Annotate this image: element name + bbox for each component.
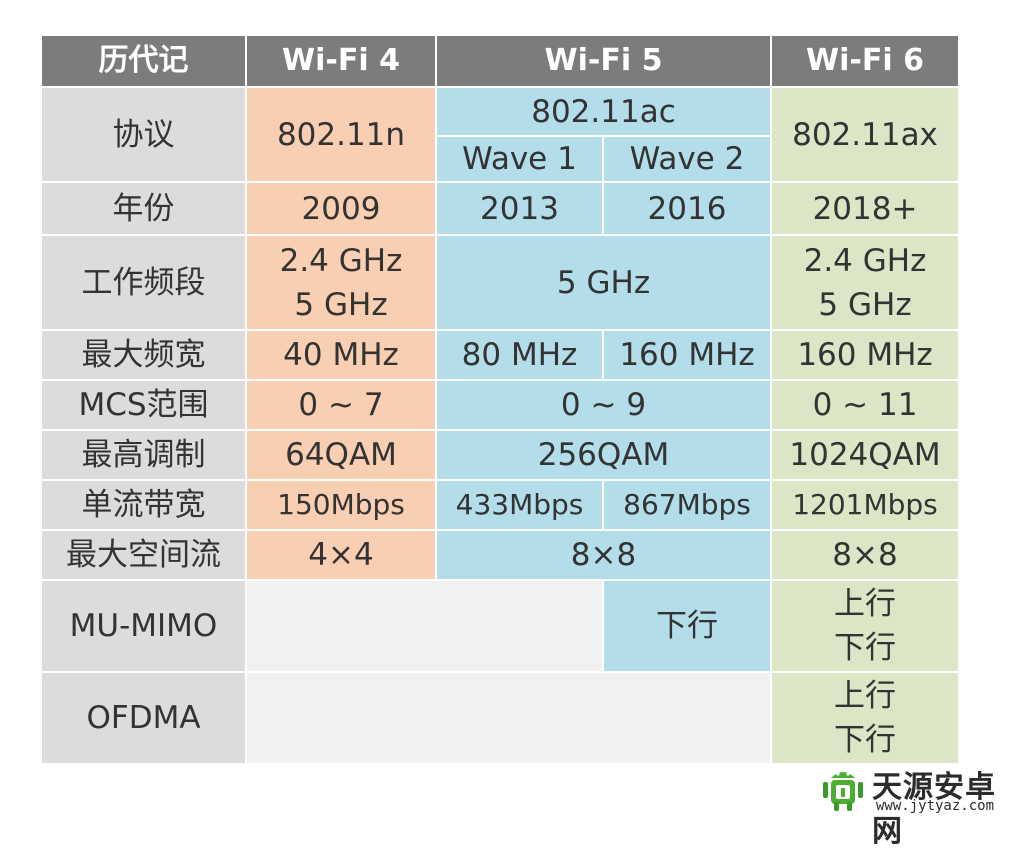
cell-wifi6-single-stream: 1201Mbps <box>772 481 958 529</box>
cell-mu-mimo-empty <box>247 581 602 671</box>
cell-wifi6-mu-mimo: 上行 下行 <box>772 581 958 671</box>
cell-wifi5-protocol: 802.11ac <box>437 88 770 135</box>
header-wifi4: Wi-Fi 4 <box>247 36 435 86</box>
cell-wifi6-ofdma-line1: 上行 <box>834 678 896 714</box>
cell-wave1-max-bw: 80 MHz <box>437 331 602 379</box>
cell-ofdma-empty <box>247 673 770 763</box>
cell-wifi4-max-bw: 40 MHz <box>247 331 435 379</box>
table-row-protocol: 协议 802.11n 802.11ac 802.11ax <box>42 88 958 181</box>
header-row: 历代记 Wi-Fi 4 Wi-Fi 5 Wi-Fi 6 <box>42 36 958 86</box>
cell-wifi4-year: 2009 <box>247 183 435 234</box>
row-label-mcs: MCS范围 <box>42 381 245 429</box>
android-logo-icon <box>823 772 863 811</box>
cell-wifi6-band: 2.4 GHz 5 GHz <box>772 236 958 329</box>
header-wifi5: Wi-Fi 5 <box>437 36 770 86</box>
cell-wifi6-year: 2018+ <box>772 183 958 234</box>
cell-wifi5-band: 5 GHz <box>437 236 770 329</box>
table-row-single-stream: 单流带宽 150Mbps 433Mbps 867Mbps 1201Mbps <box>42 481 958 529</box>
cell-wifi6-mu-mimo-line2: 下行 <box>834 630 896 666</box>
table-row-spatial-streams: 最大空间流 4×4 8×8 8×8 <box>42 531 958 579</box>
table-row-ofdma: OFDMA 上行 下行 <box>42 673 958 763</box>
row-label-spatial-streams: 最大空间流 <box>42 531 245 579</box>
row-label-year: 年份 <box>42 183 245 234</box>
cell-wifi6-spatial-streams: 8×8 <box>772 531 958 579</box>
cell-wifi4-mcs: 0 ~ 7 <box>247 381 435 429</box>
cell-wave1-year: 2013 <box>437 183 602 234</box>
cell-wifi4-protocol: 802.11n <box>247 88 435 181</box>
table-row-mu-mimo: MU-MIMO 下行 上行 下行 <box>42 581 958 671</box>
cell-wave2-year: 2016 <box>604 183 770 234</box>
cell-wave2: Wave 2 <box>604 137 770 181</box>
table-row-modulation: 最高调制 64QAM 256QAM 1024QAM <box>42 431 958 479</box>
table-row-wave: Wave 1 Wave 2 <box>42 137 958 181</box>
cell-wave1: Wave 1 <box>437 137 602 181</box>
row-label-band: 工作频段 <box>42 236 245 329</box>
cell-wifi4-band-line2: 5 GHz <box>294 286 388 323</box>
cell-wifi6-protocol: 802.11ax <box>772 88 958 181</box>
cell-wifi6-ofdma-line2: 下行 <box>834 722 896 758</box>
row-label-single-stream: 单流带宽 <box>42 481 245 529</box>
row-label-protocol: 协议 <box>42 88 245 181</box>
cell-wave1-single-stream: 433Mbps <box>437 481 602 529</box>
header-generation: 历代记 <box>42 36 245 86</box>
cell-wifi6-modulation: 1024QAM <box>772 431 958 479</box>
row-label-ofdma: OFDMA <box>42 673 245 763</box>
cell-wave2-single-stream: 867Mbps <box>604 481 770 529</box>
row-label-mu-mimo: MU-MIMO <box>42 581 245 671</box>
cell-wifi6-band-line1: 2.4 GHz <box>803 242 927 279</box>
table-row-band: 工作频段 2.4 GHz 5 GHz 5 GHz 2.4 GHz 5 GHz <box>42 236 958 329</box>
cell-wave2-mu-mimo: 下行 <box>604 581 770 671</box>
cell-wifi5-mcs: 0 ~ 9 <box>437 381 770 429</box>
cell-wave2-max-bw: 160 MHz <box>604 331 770 379</box>
cell-wifi6-ofdma: 上行 下行 <box>772 673 958 763</box>
wifi-comparison-table: 历代记 Wi-Fi 4 Wi-Fi 5 Wi-Fi 6 协议 802.11n 8… <box>40 34 960 765</box>
cell-wifi4-single-stream: 150Mbps <box>247 481 435 529</box>
cell-wifi4-band: 2.4 GHz 5 GHz <box>247 236 435 329</box>
table-row-year: 年份 2009 2013 2016 2018+ <box>42 183 958 234</box>
cell-wifi6-max-bw: 160 MHz <box>772 331 958 379</box>
row-label-modulation: 最高调制 <box>42 431 245 479</box>
table-row-mcs: MCS范围 0 ~ 7 0 ~ 9 0 ~ 11 <box>42 381 958 429</box>
cell-wifi4-modulation: 64QAM <box>247 431 435 479</box>
cell-wifi5-modulation: 256QAM <box>437 431 770 479</box>
cell-wifi6-mcs: 0 ~ 11 <box>772 381 958 429</box>
cell-wifi4-band-line1: 2.4 GHz <box>279 242 403 279</box>
cell-wifi5-spatial-streams: 8×8 <box>437 531 770 579</box>
watermark-url: www.jytyaz.com <box>876 798 995 814</box>
cell-wifi4-spatial-streams: 4×4 <box>247 531 435 579</box>
table-row-max-bw: 最大频宽 40 MHz 80 MHz 160 MHz 160 MHz <box>42 331 958 379</box>
cell-wifi6-mu-mimo-line1: 上行 <box>834 586 896 622</box>
row-label-max-bw: 最大频宽 <box>42 331 245 379</box>
cell-wifi6-band-line2: 5 GHz <box>818 286 912 323</box>
header-wifi6: Wi-Fi 6 <box>772 36 958 86</box>
site-watermark: 天源安卓网 www.jytyaz.com <box>820 760 1010 849</box>
